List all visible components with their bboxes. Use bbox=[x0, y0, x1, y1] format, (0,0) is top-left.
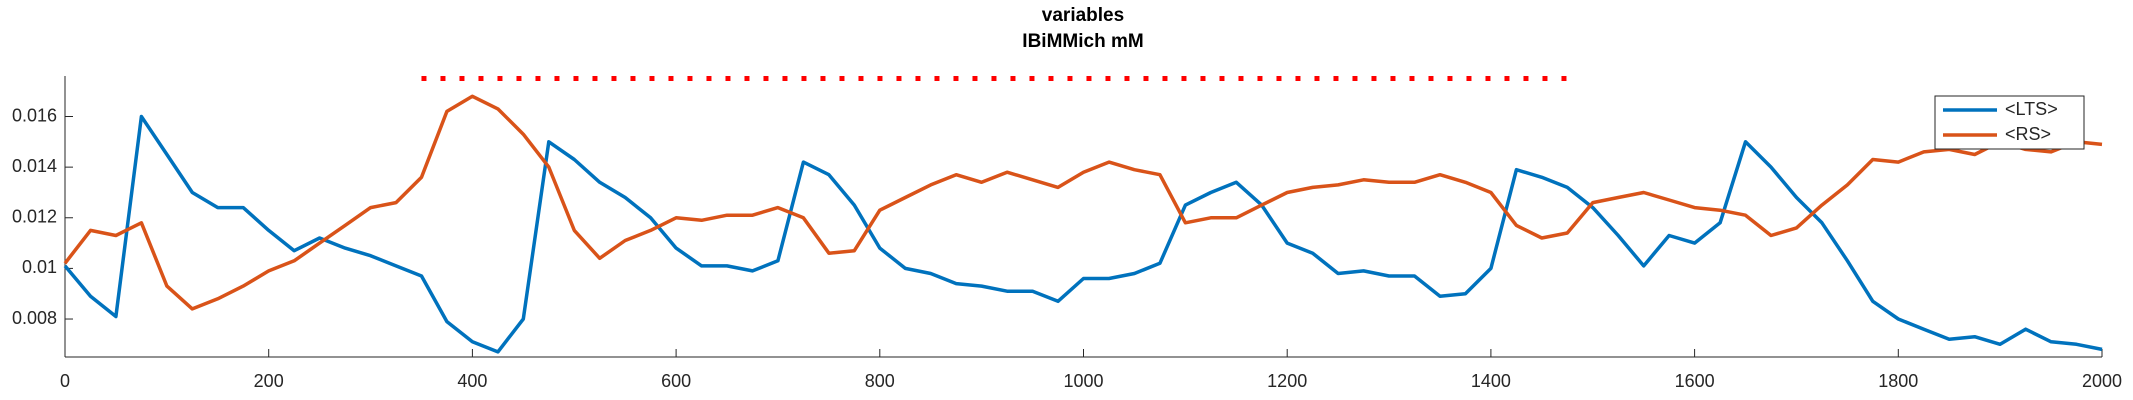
y-tick-label: 0.014 bbox=[12, 156, 57, 176]
y-tick-label: 0.016 bbox=[12, 105, 57, 125]
x-tick-label: 2000 bbox=[2082, 371, 2122, 391]
x-tick-label: 1200 bbox=[1267, 371, 1307, 391]
legend-label: <RS> bbox=[2005, 124, 2051, 144]
chart-title: variables bbox=[1042, 5, 1124, 26]
y-tick-label: 0.008 bbox=[12, 308, 57, 328]
x-tick-label: 1000 bbox=[1063, 371, 1103, 391]
x-tick-label: 600 bbox=[661, 371, 691, 391]
x-tick-label: 0 bbox=[60, 371, 70, 391]
x-tick-label: 400 bbox=[457, 371, 487, 391]
y-tick-label: 0.01 bbox=[22, 257, 57, 277]
legend-box bbox=[1934, 95, 2085, 150]
x-tick-label: 800 bbox=[865, 371, 895, 391]
legend-label: <LTS> bbox=[2005, 99, 2058, 119]
series-line bbox=[63, 114, 2103, 354]
x-tick-label: 1400 bbox=[1471, 371, 1511, 391]
series-line bbox=[63, 94, 2103, 311]
x-tick-label: 1600 bbox=[1675, 371, 1715, 391]
chart-subtitle: IBiMMich mM bbox=[1022, 31, 1143, 52]
x-tick-label: 200 bbox=[254, 371, 284, 391]
y-tick-label: 0.012 bbox=[12, 207, 57, 227]
x-tick-label: 1800 bbox=[1878, 371, 1918, 391]
